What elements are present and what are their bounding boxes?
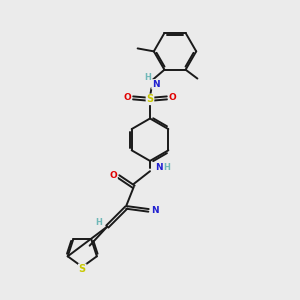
Text: S: S: [146, 94, 154, 104]
Text: S: S: [79, 264, 86, 274]
Text: N: N: [151, 206, 159, 215]
Text: H: H: [95, 218, 102, 226]
Text: H: H: [145, 73, 152, 82]
Text: H: H: [164, 163, 170, 172]
Text: N: N: [152, 80, 160, 89]
Text: O: O: [124, 93, 131, 102]
Text: O: O: [169, 93, 176, 102]
Text: N: N: [155, 163, 163, 172]
Text: O: O: [109, 170, 117, 179]
